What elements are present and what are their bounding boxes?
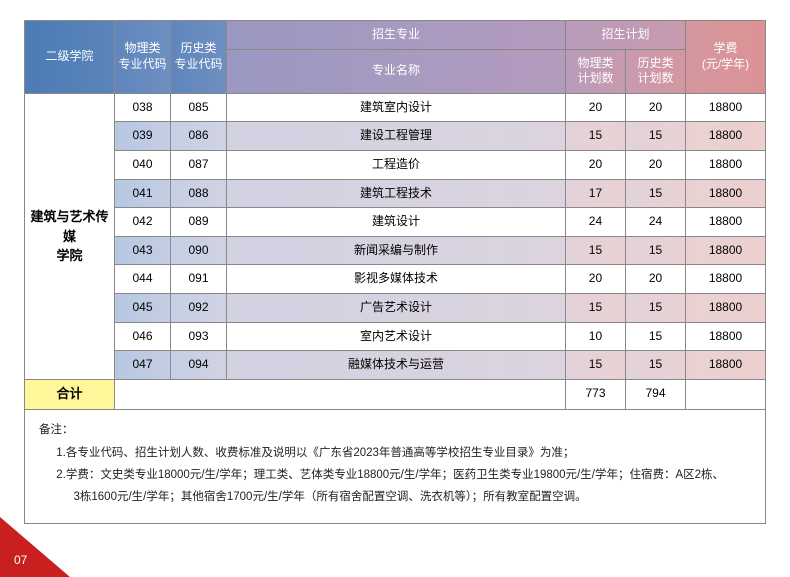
phys-plan-cell: 15 [565,236,625,265]
fee-cell: 18800 [686,179,766,208]
fee-cell: 18800 [686,236,766,265]
table-row: 040087工程造价202018800 [25,150,766,179]
major-name-cell: 室内艺术设计 [227,322,566,351]
major-name-cell: 建筑室内设计 [227,93,566,122]
major-name-cell: 融媒体技术与运营 [227,351,566,380]
hist-code-cell: 092 [171,293,227,322]
hdr-major-group: 招生专业 [227,21,566,50]
hdr-major-name: 专业名称 [227,49,566,93]
hist-code-cell: 086 [171,122,227,151]
notes-line-1: 1.各专业代码、招生计划人数、收费标准及说明以《广东省2023年普通高等学校招生… [39,443,751,465]
phys-code-cell: 040 [115,150,171,179]
phys-plan-cell: 15 [565,293,625,322]
table-row: 建筑与艺术传媒学院038085建筑室内设计202018800 [25,93,766,122]
table-row: 039086建设工程管理151518800 [25,122,766,151]
hist-code-cell: 091 [171,265,227,294]
hist-code-cell: 093 [171,322,227,351]
fee-cell: 18800 [686,93,766,122]
fee-cell: 18800 [686,150,766,179]
notes-title: 备注： [39,420,751,442]
phys-plan-cell: 20 [565,93,625,122]
table-row: 042089建筑设计242418800 [25,208,766,237]
phys-code-cell: 046 [115,322,171,351]
total-label: 合计 [25,379,115,409]
phys-plan-cell: 17 [565,179,625,208]
total-phys: 773 [565,379,625,409]
total-row: 合计 773794 [25,379,766,409]
table-row: 047094融媒体技术与运营151518800 [25,351,766,380]
phys-code-cell: 039 [115,122,171,151]
hist-plan-cell: 15 [625,293,685,322]
major-name-cell: 建筑工程技术 [227,179,566,208]
hist-plan-cell: 15 [625,322,685,351]
hist-plan-cell: 20 [625,150,685,179]
phys-plan-cell: 15 [565,351,625,380]
institution-cell: 建筑与艺术传媒学院 [25,93,115,379]
major-name-cell: 新闻采编与制作 [227,236,566,265]
fee-cell: 18800 [686,351,766,380]
fee-cell: 18800 [686,122,766,151]
phys-plan-cell: 20 [565,150,625,179]
hdr-fee: 学费(元/学年) [686,21,766,94]
page-number: 07 [14,553,27,567]
hist-plan-cell: 15 [625,236,685,265]
table-row: 046093室内艺术设计101518800 [25,322,766,351]
phys-code-cell: 045 [115,293,171,322]
hist-code-cell: 094 [171,351,227,380]
phys-code-cell: 047 [115,351,171,380]
hist-plan-cell: 24 [625,208,685,237]
notes-block: 备注： 1.各专业代码、招生计划人数、收费标准及说明以《广东省2023年普通高等… [24,410,766,524]
major-name-cell: 影视多媒体技术 [227,265,566,294]
table-row: 041088建筑工程技术171518800 [25,179,766,208]
phys-code-cell: 041 [115,179,171,208]
total-blank [115,379,566,409]
notes-line-2: 2.学费：文史类专业18000元/生/学年；理工类、艺体类专业18800元/生/… [39,465,751,487]
major-name-cell: 工程造价 [227,150,566,179]
phys-plan-cell: 10 [565,322,625,351]
hist-plan-cell: 20 [625,265,685,294]
notes-line-3: 3栋1600元/生/学年；其他宿舍1700元/生/学年（所有宿舍配置空调、洗衣机… [39,487,751,509]
phys-plan-cell: 20 [565,265,625,294]
hdr-phys-plan: 物理类计划数 [565,49,625,93]
table-row: 043090新闻采编与制作151518800 [25,236,766,265]
hist-code-cell: 087 [171,150,227,179]
hdr-hist-code: 历史类专业代码 [171,21,227,94]
fee-cell: 18800 [686,322,766,351]
hist-plan-cell: 20 [625,93,685,122]
total-fee-blank [686,379,766,409]
phys-plan-cell: 24 [565,208,625,237]
phys-code-cell: 044 [115,265,171,294]
major-name-cell: 建筑设计 [227,208,566,237]
hist-plan-cell: 15 [625,179,685,208]
hist-code-cell: 089 [171,208,227,237]
total-hist: 794 [625,379,685,409]
phys-plan-cell: 15 [565,122,625,151]
fee-cell: 18800 [686,293,766,322]
hist-plan-cell: 15 [625,122,685,151]
hist-code-cell: 090 [171,236,227,265]
major-name-cell: 建设工程管理 [227,122,566,151]
hdr-phys-code: 物理类专业代码 [115,21,171,94]
phys-code-cell: 043 [115,236,171,265]
hdr-plan-group: 招生计划 [565,21,685,50]
table-row: 044091影视多媒体技术202018800 [25,265,766,294]
hist-code-cell: 085 [171,93,227,122]
corner-decoration [0,517,70,577]
hist-code-cell: 088 [171,179,227,208]
hdr-hist-plan: 历史类计划数 [625,49,685,93]
phys-code-cell: 038 [115,93,171,122]
hdr-institution: 二级学院 [25,21,115,94]
fee-cell: 18800 [686,208,766,237]
hist-plan-cell: 15 [625,351,685,380]
major-name-cell: 广告艺术设计 [227,293,566,322]
phys-code-cell: 042 [115,208,171,237]
table-row: 045092广告艺术设计151518800 [25,293,766,322]
fee-cell: 18800 [686,265,766,294]
admission-table: 二级学院 物理类专业代码 历史类专业代码 招生专业 招生计划 学费(元/学年) … [24,20,766,410]
